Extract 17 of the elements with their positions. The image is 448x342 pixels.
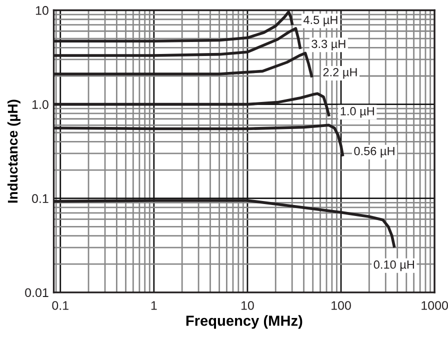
x-axis-title: Frequency (MHz)	[186, 315, 302, 329]
x-tick-label: 1000	[422, 301, 448, 310]
y-tick-label: 0.01	[25, 288, 48, 298]
series-label: 4.5 µH	[303, 16, 338, 26]
x-tick-label: 0.1	[52, 301, 68, 310]
y-axis-title: Inductance (µH)	[7, 100, 20, 203]
series-label: 3.3 µH	[312, 40, 346, 50]
x-tick-label: 1	[151, 301, 157, 310]
x-tick-label: 10	[241, 301, 254, 310]
series-label: 0.10 µH	[374, 260, 414, 272]
y-tick-label: 10	[36, 6, 48, 15]
series-label: 0.56 µH	[354, 146, 394, 158]
series-label: 2.2 µH	[323, 68, 357, 79]
x-tick-label: 100	[332, 301, 351, 310]
y-tick-label: 1.0	[32, 100, 48, 109]
series-label: 1.0 µH	[340, 107, 374, 118]
y-tick-label: 0.1	[32, 194, 48, 204]
